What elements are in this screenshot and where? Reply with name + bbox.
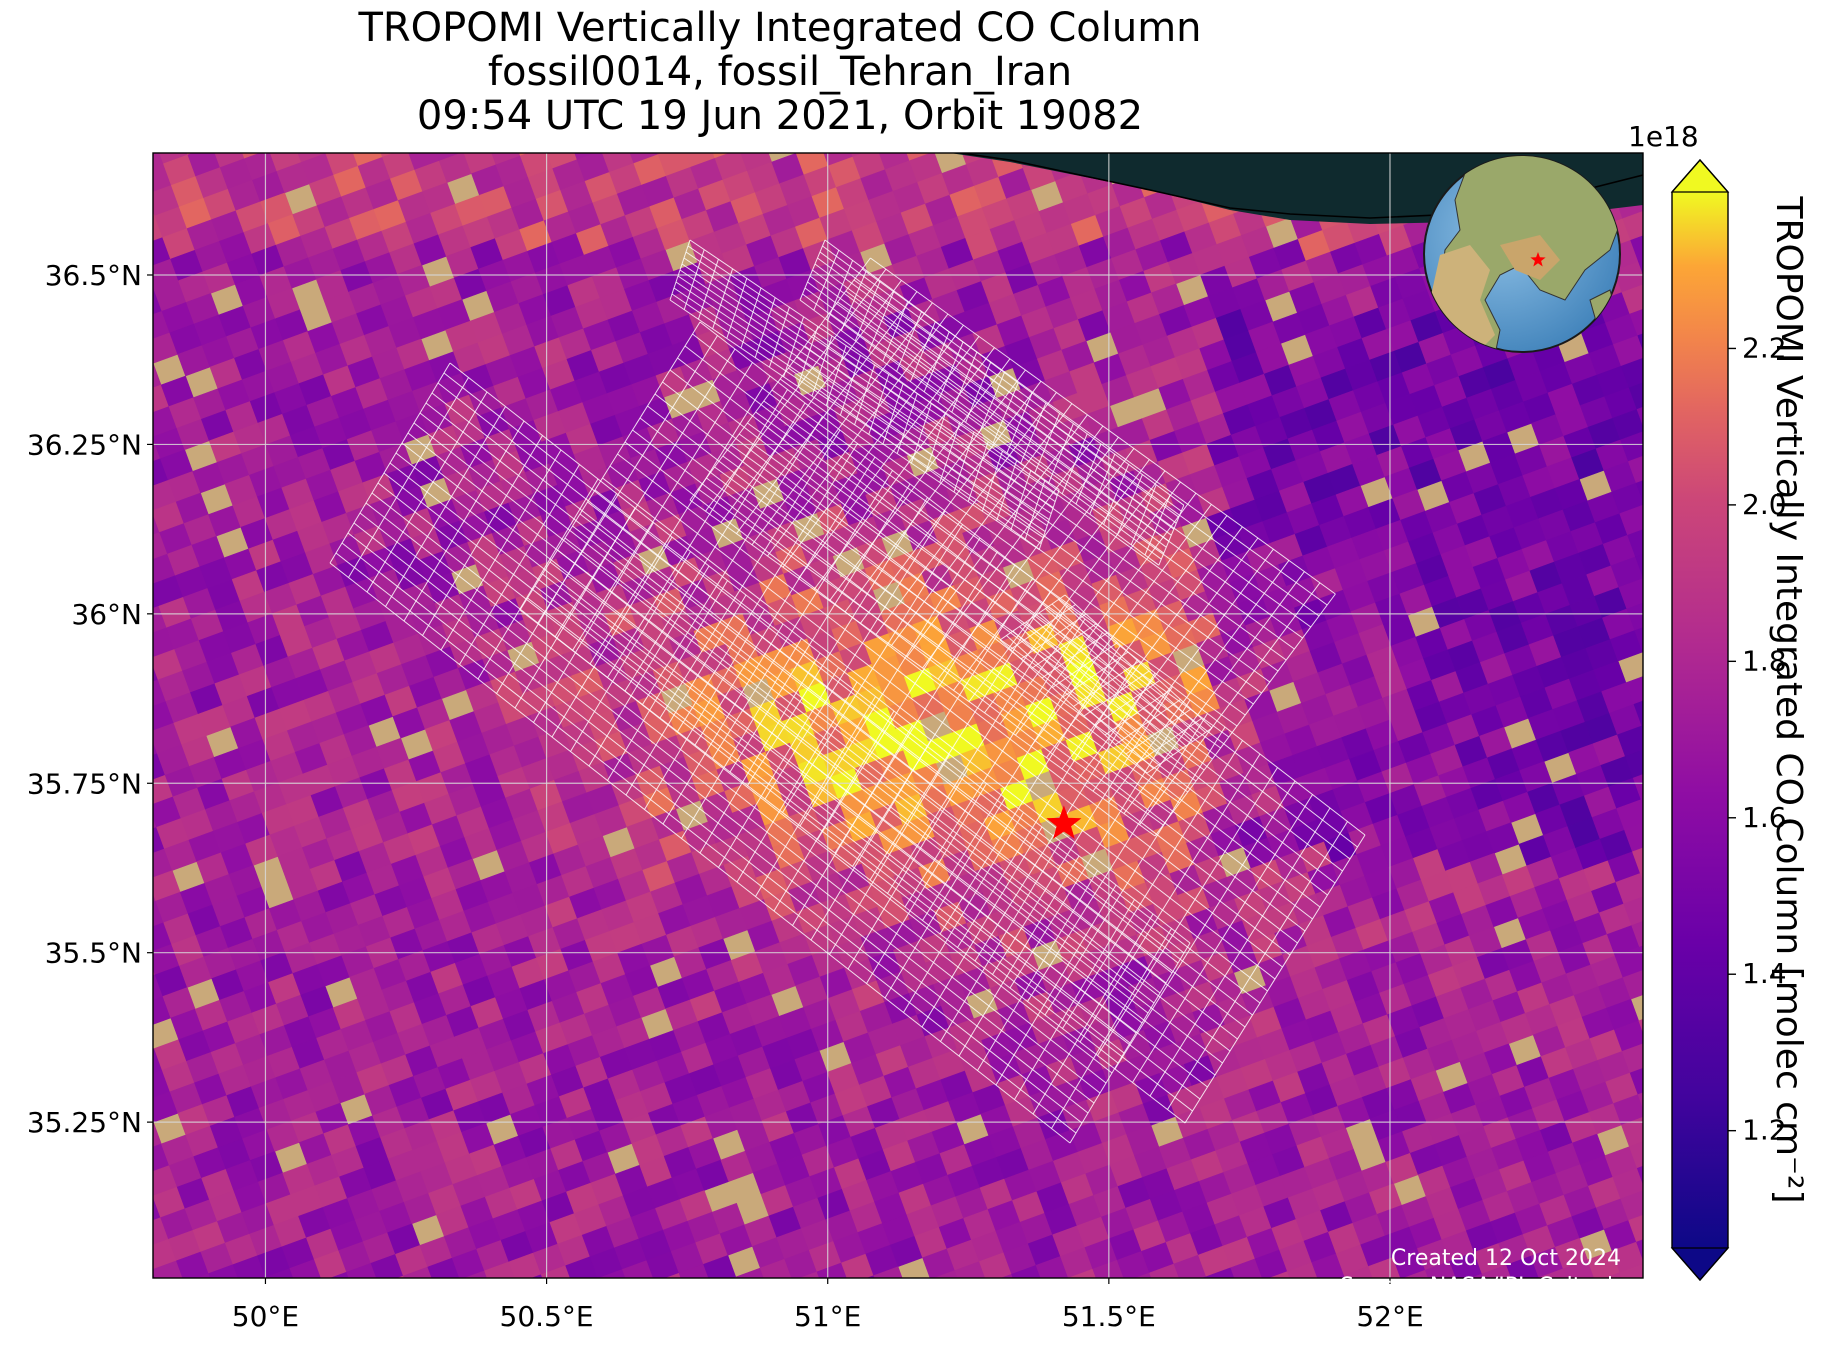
title-line-1: TROPOMI Vertically Integrated CO Column (358, 5, 1202, 51)
colorbar-tick-label-1: 1.4 (1742, 957, 1787, 990)
colorbar-tick-label-0: 1.2 (1742, 1114, 1787, 1147)
lon-tick-label-0: 50°E (232, 1300, 299, 1333)
lat-tick-label-3: 35.75°N (27, 767, 142, 800)
colorbar-extend-min (1670, 1247, 1730, 1281)
lat-tick-label-2: 36°N (71, 598, 142, 631)
colorbar-tick-label-5: 2.2 (1742, 331, 1787, 364)
colorbar-tick-label-3: 1.8 (1742, 644, 1787, 677)
colorbar-body (1672, 192, 1728, 1248)
source-credit: Source: NASA/JPL-Caltech (1339, 1274, 1621, 1299)
colorbar: 1.2 1.4 1.6 1.8 2.0 2.2 (1670, 158, 1787, 1282)
created-date: Created 12 Oct 2024 (1390, 1246, 1621, 1271)
colorbar-extend-max (1670, 159, 1730, 193)
colorbar-label: TROPOMI Vertically Integrated CO Column … (1768, 196, 1809, 1204)
axis-tick-labels: 50°E 50.5°E 51°E 51.5°E 52°E 36.5°N 36.25°N 36°… (27, 259, 1424, 1333)
lat-tick-label-5: 35.25°N (27, 1106, 142, 1139)
lon-tick-label-4: 52°E (1356, 1300, 1423, 1333)
lat-tick-label-0: 36.5°N (45, 259, 142, 292)
tehran-star-marker (1046, 805, 1082, 839)
lat-tick-label-1: 36.25°N (27, 428, 142, 461)
title-line-3: 09:54 UTC 19 Jun 2021, Orbit 19082 (416, 93, 1144, 139)
lon-tick-label-2: 51°E (794, 1300, 861, 1333)
plume-footprint-mesh (329, 239, 1366, 1144)
colorbar-exponent: 1e18 (1628, 120, 1699, 153)
lon-tick-label-3: 51.5°E (1062, 1300, 1156, 1333)
lon-tick-label-1: 50.5°E (500, 1300, 594, 1333)
colorbar-tick-label-2: 1.6 (1742, 801, 1787, 834)
colorbar-tick-label-4: 2.0 (1742, 488, 1787, 521)
lat-tick-label-4: 35.5°N (45, 937, 142, 970)
globe-location-marker (1530, 252, 1546, 267)
title-line-2: fossil0014, fossil_Tehran_Iran (487, 49, 1073, 95)
colorbar-ticks: 1.2 1.4 1.6 1.8 2.0 2.2 (1728, 331, 1787, 1147)
map-frame (152, 152, 1644, 1279)
